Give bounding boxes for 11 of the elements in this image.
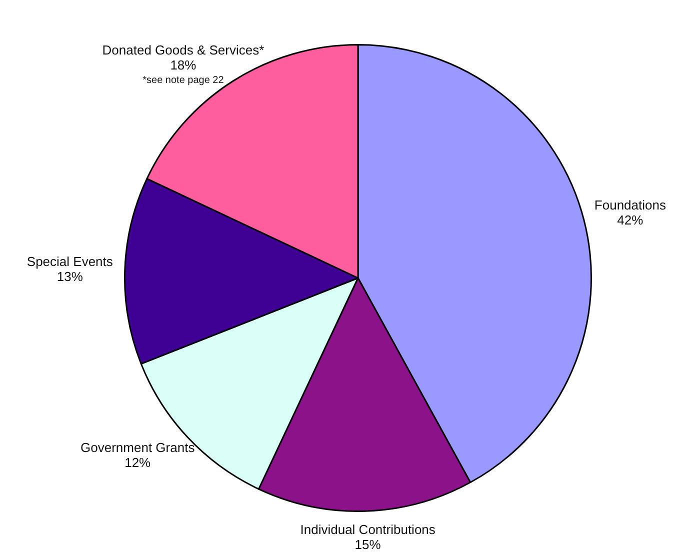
- slice-label: Foundations: [594, 197, 666, 212]
- data-label: 12%: [124, 455, 152, 470]
- data-label: 15%: [354, 537, 382, 552]
- text: *see note page 22: [142, 75, 224, 86]
- slice-label: Government Grants: [80, 440, 196, 456]
- slice-label: Individual Contributions: [300, 522, 436, 538]
- slice-label: Donated Goods & Services*: [102, 42, 264, 58]
- data-label: 13%: [56, 268, 84, 284]
- data-label: 42%: [617, 212, 644, 228]
- slice-label: Special Events: [26, 254, 114, 269]
- data-label: 18%: [170, 57, 197, 72]
